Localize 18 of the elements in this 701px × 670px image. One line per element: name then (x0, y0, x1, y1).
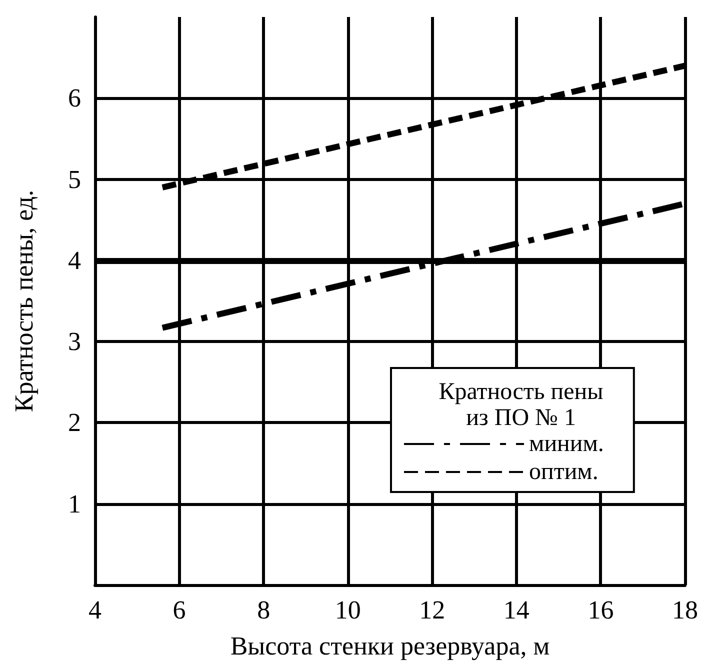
y-tick-label: 6 (68, 84, 81, 113)
x-tick-label: 14 (503, 596, 530, 624)
x-tick-label: 8 (257, 596, 270, 624)
x-tick-label: 6 (172, 596, 186, 624)
x-tick-label: 18 (672, 596, 698, 624)
x-tick-label: 10 (334, 596, 361, 624)
y-tick-label: 4 (68, 246, 81, 275)
legend-label: оптим. (529, 459, 598, 485)
y-tick-label: 5 (68, 164, 81, 194)
y-tick-label: 3 (68, 327, 81, 356)
y-axis-title: Кратность пены, ед. (10, 190, 38, 412)
y-tick-label: 2 (68, 408, 81, 438)
legend-label: миним. (529, 431, 604, 457)
y-tick-label: 1 (68, 489, 81, 518)
x-axis-title: Высота стенки резервуара, м (230, 632, 550, 660)
x-tick-label: 16 (588, 596, 614, 624)
x-tick-label: 4 (88, 596, 102, 624)
x-tick-label: 12 (419, 596, 446, 624)
